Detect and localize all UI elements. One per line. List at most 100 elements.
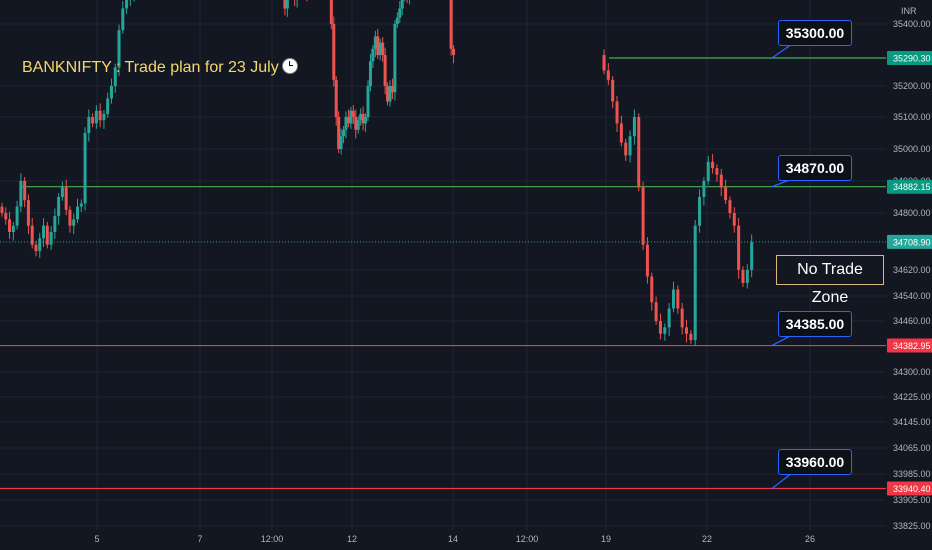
price-tag-box: [887, 51, 932, 66]
candle-body: [606, 70, 610, 80]
candle-body: [615, 101, 619, 124]
candle-body: [383, 55, 387, 86]
x-tick-label: 12:00: [516, 534, 539, 544]
y-tick-label: 35000.00: [893, 144, 931, 154]
candle-body: [650, 276, 654, 303]
candle-body: [667, 308, 671, 328]
candle-body: [706, 161, 710, 181]
y-tick-label: 34300.00: [893, 367, 931, 377]
candle-body: [332, 24, 336, 80]
candle-body: [57, 197, 61, 217]
price-axis[interactable]: 35400.0035200.0035100.0035000.0034900.00…: [886, 0, 932, 550]
candle-body: [4, 213, 8, 220]
candle-body: [339, 136, 343, 149]
candle-body: [693, 225, 697, 341]
candle-body: [354, 117, 358, 130]
candle-body: [15, 206, 19, 226]
candle-body: [671, 289, 675, 309]
chart-title-text: BANKNIFTY : Trade plan for 23 July: [22, 59, 279, 76]
x-tick-label: 19: [601, 534, 611, 544]
level-callout-33960: 33960.00: [778, 449, 852, 475]
candle-body: [125, 0, 129, 9]
candle-body: [381, 42, 385, 55]
candle-body: [42, 225, 46, 239]
candle-body: [68, 209, 72, 226]
y-tick-label: 34460.00: [893, 316, 931, 326]
candle-body: [395, 17, 399, 24]
candle-body: [94, 110, 98, 124]
candle-body: [76, 206, 79, 220]
price-tag-box: [887, 338, 932, 353]
candle-body: [102, 113, 106, 121]
candle-body: [45, 225, 49, 245]
level-callout-34385: 34385.00: [778, 311, 852, 337]
candle-body: [351, 110, 355, 117]
support-resistance-levels: [0, 57, 886, 490]
candle-body: [337, 117, 341, 149]
candle-body: [400, 0, 404, 9]
candle-body: [283, 0, 287, 9]
y-tick-label: 33985.00: [893, 469, 931, 479]
candle-body: [745, 270, 749, 283]
callout-leader: [771, 43, 793, 59]
candle-body: [685, 327, 689, 334]
y-tick-label: 34225.00: [893, 392, 931, 402]
y-tick-label: 33905.00: [893, 495, 931, 505]
price-tags: 35290.30 34882.15 34708.90 34382.95 33940.40: [887, 51, 932, 496]
time-axis[interactable]: 5 7 12:00 12 14 12:00 19 22 26: [94, 534, 815, 544]
x-tick-label: 26: [805, 534, 815, 544]
candle-body: [628, 136, 632, 156]
y-tick-label: 35200.00: [893, 81, 931, 91]
candle-body: [53, 216, 57, 232]
candle-body: [611, 79, 615, 102]
candle-body: [452, 48, 456, 55]
no-trade-zone-label: No Trade Zone: [776, 255, 884, 306]
y-tick-label: 34145.00: [893, 417, 931, 427]
candle-body: [398, 8, 402, 18]
candle-body: [60, 187, 64, 197]
candle-body: [11, 225, 15, 232]
candle-body: [750, 242, 754, 270]
candle-body: [645, 244, 649, 277]
candle-body: [79, 203, 83, 207]
y-tick-label: 33825.00: [893, 521, 931, 531]
candle-body: [334, 79, 338, 117]
x-tick-label: 12: [347, 534, 357, 544]
callout-leader: [771, 472, 793, 490]
candle-body: [641, 187, 645, 245]
candle-body: [359, 113, 363, 121]
candle-body: [715, 168, 719, 175]
candle-body: [386, 86, 390, 102]
y-tick-label: 35400.00: [893, 19, 931, 29]
candle-body: [49, 232, 53, 245]
candle-body: [378, 42, 382, 55]
price-tag-box: [887, 234, 932, 249]
candle-body: [361, 113, 365, 124]
candle-body: [658, 321, 662, 334]
candle-body: [285, 0, 289, 9]
candle-body: [98, 110, 102, 121]
candle-body: [741, 270, 745, 283]
candle-body: [732, 213, 736, 226]
candle-body: [121, 8, 125, 31]
candle-body: [91, 117, 95, 124]
price-tag-label: 34708.90: [893, 237, 931, 247]
y-tick-label: 34540.00: [893, 291, 931, 301]
candle-body: [637, 117, 641, 188]
price-tag-label: 34382.95: [893, 341, 931, 351]
candle-body: [349, 110, 353, 124]
level-callout-35300: 35300.00: [778, 20, 852, 46]
y-tick-label: 35100.00: [893, 112, 931, 122]
candle-body: [654, 302, 658, 321]
candle-body: [34, 244, 38, 251]
candle-body: [344, 117, 348, 130]
price-tag-label: 35290.30: [893, 54, 931, 64]
candle-body: [698, 197, 702, 226]
y-tick-label: 34800.00: [893, 208, 931, 218]
candle-body: [23, 181, 27, 201]
y-tick-label: 34620.00: [893, 265, 931, 275]
x-tick-label: 5: [94, 534, 99, 544]
candle-body: [19, 181, 23, 207]
candle-body: [64, 187, 68, 210]
